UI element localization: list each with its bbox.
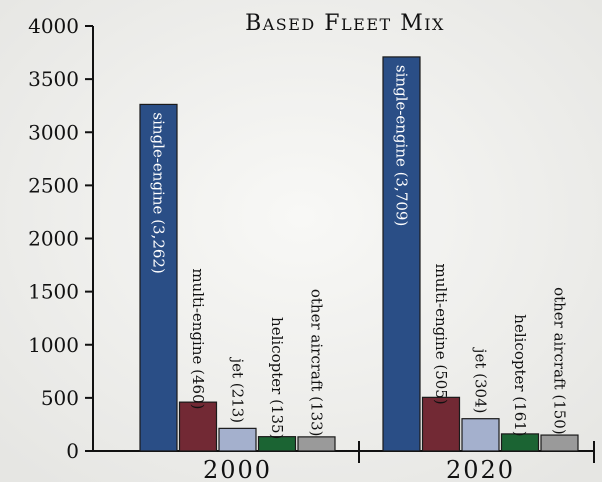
y-tick-label: 2500 xyxy=(28,173,79,197)
chart-title: BASED FLEET MIX xyxy=(245,11,445,36)
bar-jet-2000 xyxy=(218,427,257,452)
bar-label: multi-engine (460) xyxy=(189,268,207,409)
bar-label: other aircraft (133) xyxy=(308,289,326,437)
bar-label: helicopter (161) xyxy=(511,314,529,436)
bar-label: jet (213) xyxy=(229,356,247,423)
y-tick-label: 4000 xyxy=(28,14,79,38)
bar-labels: single-engine (3,262) multi-engine (460) j… xyxy=(150,65,569,439)
bar-label: single-engine (3,709) xyxy=(393,65,411,226)
x-category-label: 2020 xyxy=(446,456,515,482)
bar-label: multi-engine (505) xyxy=(432,264,450,405)
y-tick-label: 0 xyxy=(66,439,79,463)
axes: 0 500 1000 1500 2000 2500 3000 3500 4000 2000 2020 xyxy=(28,14,595,482)
x-category-label: 2000 xyxy=(203,456,272,482)
bar-label: helicopter (135) xyxy=(268,317,286,439)
y-tick-label: 3000 xyxy=(28,120,79,144)
bar-single-engine-2000 xyxy=(139,103,178,452)
bar-multi-engine-2000 xyxy=(178,401,218,452)
bar-other-aircraft-2020 xyxy=(540,434,579,452)
y-tick-label: 3500 xyxy=(28,67,79,91)
bar-label: jet (304) xyxy=(472,347,490,414)
y-tick-label: 1500 xyxy=(28,280,79,304)
bar-helicopter-2000 xyxy=(257,436,297,452)
bar-other-aircraft-2000 xyxy=(297,436,336,452)
bar-multi-engine-2020 xyxy=(421,396,461,452)
bar-helicopter-2020 xyxy=(500,433,540,452)
y-tick-label: 500 xyxy=(41,386,79,410)
bar-label: single-engine (3,262) xyxy=(150,112,168,273)
bar-single-engine-2020 xyxy=(382,56,421,452)
bar-label: other aircraft (150) xyxy=(551,287,569,435)
y-tick-label: 2000 xyxy=(28,227,79,251)
bars xyxy=(139,56,579,452)
bar-jet-2020 xyxy=(461,418,500,452)
y-tick-label: 1000 xyxy=(28,333,79,357)
